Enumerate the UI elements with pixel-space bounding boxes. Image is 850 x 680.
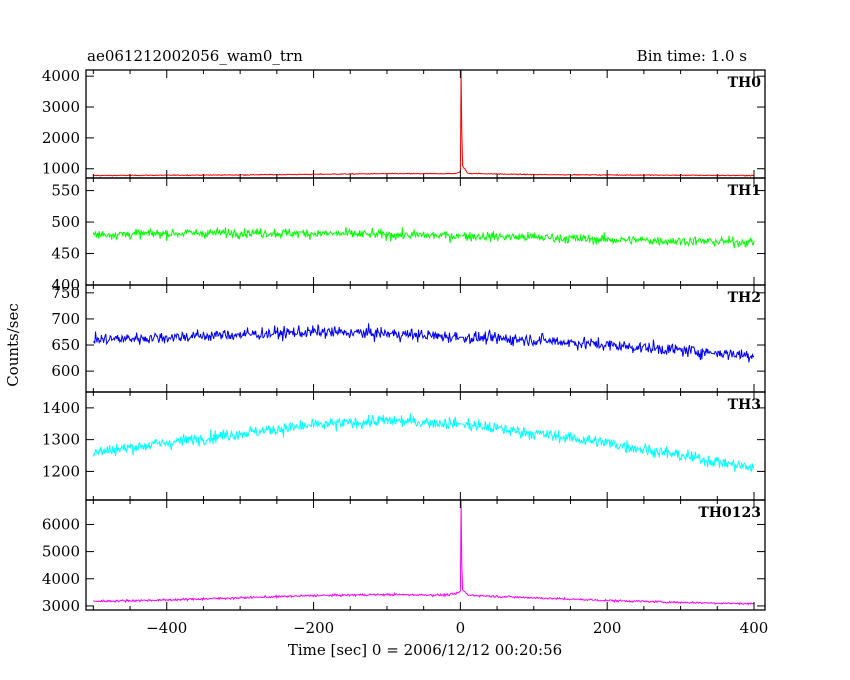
x-tick-labels: −400 −200 0 200 400 — [146, 619, 768, 637]
panel-th0123: 3000 4000 5000 6000 TH0123 — [42, 499, 766, 615]
y-tick-label: 1400 — [42, 399, 80, 417]
y-tick-label: 450 — [51, 245, 80, 263]
panel-label: TH2 — [728, 290, 761, 306]
series-line-th1 — [92, 226, 755, 249]
x-tick-label: 400 — [740, 619, 769, 637]
y-tick-label: 550 — [51, 182, 80, 200]
series-line-th0 — [93, 70, 754, 177]
panel-th1: 400 450 500 550 TH1 — [51, 177, 766, 294]
y-tick-label: 4000 — [42, 570, 80, 588]
y-tick-label: 1200 — [42, 462, 80, 480]
y-tick-label: 500 — [51, 213, 80, 231]
y-axis-label: Counts/sec — [4, 303, 22, 387]
x-axis-label: Time [sec] 0 = 2006/12/12 00:20:56 — [288, 641, 562, 659]
series-line-th2 — [92, 323, 754, 363]
panel-label: TH0123 — [698, 505, 761, 521]
y-tick-label: 650 — [51, 336, 80, 354]
x-tick-label: −400 — [146, 619, 187, 637]
chart-title: ae061212002056_wam0_trn — [87, 47, 303, 65]
panel-label: TH3 — [728, 397, 761, 413]
bin-time-label: Bin time: 1.0 s — [637, 47, 747, 65]
y-tick-label: 1000 — [42, 160, 80, 178]
y-tick-label: 6000 — [42, 515, 80, 533]
panel-label: TH1 — [728, 183, 761, 199]
panel-frame — [85, 391, 766, 501]
y-tick-label: 400 — [51, 276, 80, 294]
y-tick-label: 4000 — [42, 67, 80, 85]
y-tick-label: 750 — [51, 284, 80, 302]
panel-frame — [85, 499, 766, 611]
panel-th0: 1000 2000 3000 4000 TH0 — [42, 67, 766, 179]
y-tick-label: 1300 — [42, 431, 80, 449]
panel-label: TH0 — [728, 75, 762, 91]
y-tick-label: 700 — [51, 310, 80, 328]
panel-th3: 1200 1300 1400 TH3 — [42, 391, 766, 501]
panel-th2: 600 650 700 750 TH2 — [51, 284, 766, 393]
y-tick-label: 3000 — [42, 597, 80, 615]
y-tick-label: 600 — [51, 362, 80, 380]
x-tick-label: 200 — [593, 619, 622, 637]
x-tick-label: 0 — [456, 619, 466, 637]
y-tick-label: 3000 — [42, 98, 80, 116]
y-tick-label: 5000 — [42, 543, 80, 561]
series-line-th0123 — [93, 500, 755, 606]
y-tick-label: 2000 — [42, 129, 80, 147]
series-line-th3 — [92, 413, 755, 474]
x-tick-label: −200 — [293, 619, 334, 637]
panel-frame — [85, 69, 766, 179]
